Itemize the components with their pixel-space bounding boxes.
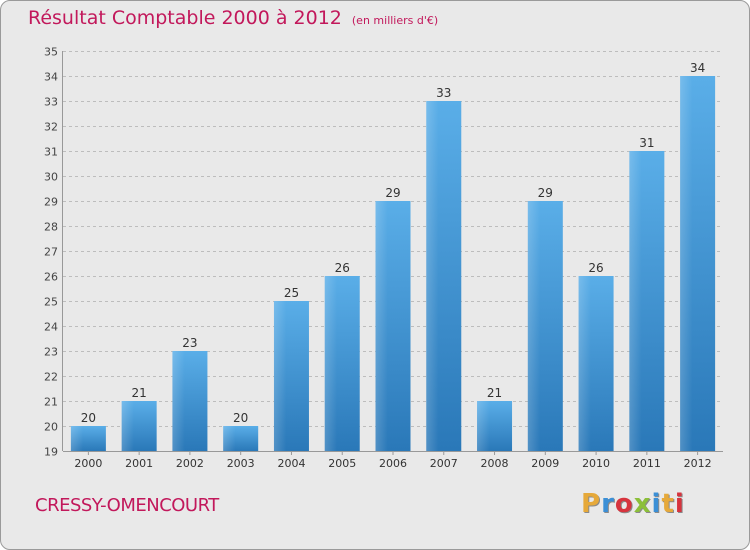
bar-highlight — [172, 351, 185, 451]
bar-highlight — [375, 201, 388, 451]
x-tick-label: 2006 — [379, 457, 407, 470]
y-tick-label: 32 — [44, 121, 58, 134]
x-tick-label: 2005 — [328, 457, 356, 470]
x-tick-label: 2003 — [227, 457, 255, 470]
logo-letter: i — [674, 489, 685, 519]
x-tick-label: 2000 — [74, 457, 102, 470]
chart-subtitle: (en milliers d'€) — [351, 14, 439, 27]
y-tick-label: 23 — [44, 346, 58, 359]
bar-highlight — [121, 401, 134, 451]
x-tick-label: 2001 — [125, 457, 153, 470]
bar-highlight — [324, 276, 337, 451]
y-tick-label: 24 — [44, 321, 58, 334]
x-tick-label: 2004 — [277, 457, 305, 470]
x-tick-label: 2009 — [531, 457, 559, 470]
data-label: 34 — [690, 61, 705, 75]
bar-highlight — [680, 76, 693, 451]
commune-name: CRESSY-OMENCOURT — [35, 495, 219, 516]
data-label: 21 — [487, 386, 502, 400]
y-tick-label: 27 — [44, 246, 58, 259]
y-axis: 19 20 21 22 23 24 25 26 27 28 29 30 31 32 33 34 35 — [44, 46, 63, 459]
y-tick-label: 33 — [44, 96, 58, 109]
x-tick-label: 2007 — [430, 457, 458, 470]
data-label: 23 — [182, 336, 197, 350]
data-label: 20 — [233, 411, 248, 425]
y-tick-label: 30 — [44, 171, 58, 184]
y-tick-label: 29 — [44, 196, 58, 209]
bar-highlight — [578, 276, 591, 451]
bar-highlight — [426, 101, 439, 451]
logo-letter: x — [633, 489, 652, 519]
bars: 20 21 23 20 25 26 29 33 21 29 26 31 34 — [70, 61, 716, 451]
x-tick-label: 2010 — [582, 457, 610, 470]
bar-highlight — [273, 301, 287, 451]
x-tick-label: 2012 — [684, 457, 712, 470]
bar-highlight — [629, 151, 642, 451]
data-label: 25 — [284, 286, 299, 300]
y-tick-label: 19 — [44, 446, 58, 459]
y-tick-label: 25 — [44, 296, 58, 309]
bar-highlight — [223, 426, 236, 451]
logo-letter: r — [601, 489, 615, 519]
data-label: 29 — [385, 186, 400, 200]
bar-highlight — [70, 426, 84, 451]
proxiti-logo[interactable]: Proxiti — [581, 489, 685, 519]
y-tick-label: 20 — [44, 421, 58, 434]
y-tick-label: 22 — [44, 371, 58, 384]
data-label: 21 — [132, 386, 147, 400]
data-label: 31 — [639, 136, 654, 150]
logo-letter: t — [661, 489, 675, 519]
bar-highlight — [477, 401, 490, 451]
x-tick-label: 2002 — [176, 457, 204, 470]
bar-highlight — [527, 201, 541, 451]
logo-letter: o — [614, 489, 634, 519]
x-tick-label: 2008 — [481, 457, 509, 470]
data-label: 26 — [588, 261, 603, 275]
y-tick-label: 28 — [44, 221, 58, 234]
x-tick-label: 2011 — [633, 457, 661, 470]
logo-letter: i — [651, 489, 662, 519]
data-label: 20 — [81, 411, 96, 425]
y-tick-label: 34 — [44, 71, 58, 84]
chart-title: Résultat Comptable 2000 à 2012 (en millie… — [28, 7, 438, 29]
y-tick-label: 26 — [44, 271, 58, 284]
data-label: 26 — [335, 261, 350, 275]
data-label: 29 — [538, 186, 553, 200]
data-label: 33 — [436, 86, 451, 100]
y-tick-label: 31 — [44, 146, 58, 159]
y-tick-label: 35 — [44, 46, 58, 59]
chart-title-text: Résultat Comptable 2000 à 2012 — [28, 7, 342, 29]
logo-letter: P — [581, 489, 602, 519]
y-tick-label: 21 — [44, 396, 58, 409]
x-axis: 2000 2001 2002 2003 2004 2005 2006 2007 2008 2009… — [63, 451, 723, 470]
